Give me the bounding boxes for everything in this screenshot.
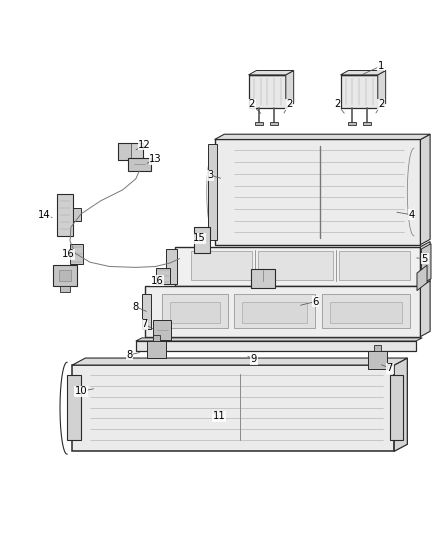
Polygon shape	[131, 143, 143, 159]
Polygon shape	[67, 375, 81, 440]
Polygon shape	[340, 70, 385, 75]
Text: 7: 7	[387, 363, 393, 373]
Polygon shape	[270, 122, 278, 125]
Text: 2: 2	[286, 100, 292, 109]
Polygon shape	[258, 251, 333, 280]
Polygon shape	[170, 302, 220, 322]
Polygon shape	[128, 158, 151, 171]
Ellipse shape	[198, 261, 207, 266]
Polygon shape	[215, 140, 420, 245]
Text: 12: 12	[138, 140, 151, 150]
Polygon shape	[147, 341, 166, 359]
Polygon shape	[378, 70, 385, 108]
Polygon shape	[242, 302, 307, 322]
Polygon shape	[420, 134, 430, 245]
Polygon shape	[191, 251, 252, 280]
Polygon shape	[421, 244, 431, 284]
Text: 15: 15	[193, 233, 206, 243]
Text: 4: 4	[409, 210, 415, 220]
Polygon shape	[417, 265, 427, 290]
Polygon shape	[175, 247, 420, 286]
Polygon shape	[249, 75, 286, 108]
Polygon shape	[330, 302, 402, 322]
Polygon shape	[59, 270, 71, 280]
Polygon shape	[156, 268, 170, 285]
Polygon shape	[136, 338, 422, 341]
Text: 14: 14	[38, 210, 50, 220]
Text: 2: 2	[334, 100, 340, 109]
Text: 2: 2	[249, 100, 255, 109]
Polygon shape	[322, 294, 410, 328]
Text: 16: 16	[61, 249, 74, 259]
Text: 13: 13	[149, 154, 162, 164]
Text: 10: 10	[75, 386, 87, 397]
Text: 6: 6	[312, 296, 318, 306]
Ellipse shape	[198, 269, 207, 274]
Polygon shape	[72, 365, 394, 451]
Polygon shape	[420, 241, 430, 286]
Text: 3: 3	[207, 171, 213, 180]
Polygon shape	[368, 351, 387, 368]
Circle shape	[62, 197, 68, 203]
Polygon shape	[255, 122, 263, 125]
Polygon shape	[72, 358, 407, 365]
Text: 5: 5	[422, 254, 428, 264]
Polygon shape	[420, 281, 430, 336]
Polygon shape	[57, 194, 73, 236]
Polygon shape	[162, 294, 228, 328]
Text: 7: 7	[141, 319, 148, 329]
Polygon shape	[215, 134, 430, 140]
Polygon shape	[251, 269, 275, 288]
Polygon shape	[136, 341, 416, 351]
Polygon shape	[73, 208, 81, 221]
Text: 9: 9	[251, 354, 257, 365]
Polygon shape	[153, 320, 171, 340]
Text: 8: 8	[126, 350, 132, 360]
Polygon shape	[249, 70, 293, 75]
Polygon shape	[53, 265, 77, 286]
Polygon shape	[234, 294, 315, 328]
Polygon shape	[286, 70, 293, 108]
Text: 16: 16	[150, 276, 163, 286]
Text: 8: 8	[133, 302, 139, 312]
Polygon shape	[166, 249, 177, 284]
Polygon shape	[348, 122, 356, 125]
Ellipse shape	[198, 253, 207, 259]
Polygon shape	[363, 122, 371, 125]
Polygon shape	[142, 294, 151, 329]
Polygon shape	[394, 358, 407, 451]
Polygon shape	[70, 245, 83, 264]
Polygon shape	[145, 286, 420, 336]
Polygon shape	[374, 345, 381, 351]
Text: 2: 2	[378, 100, 384, 109]
Polygon shape	[153, 335, 160, 341]
Text: 11: 11	[212, 411, 226, 421]
Polygon shape	[208, 144, 217, 240]
Polygon shape	[194, 227, 210, 253]
Polygon shape	[340, 75, 378, 108]
Polygon shape	[60, 286, 70, 292]
Polygon shape	[339, 251, 410, 280]
Polygon shape	[390, 375, 403, 440]
Text: 1: 1	[378, 61, 384, 71]
Polygon shape	[118, 143, 131, 159]
